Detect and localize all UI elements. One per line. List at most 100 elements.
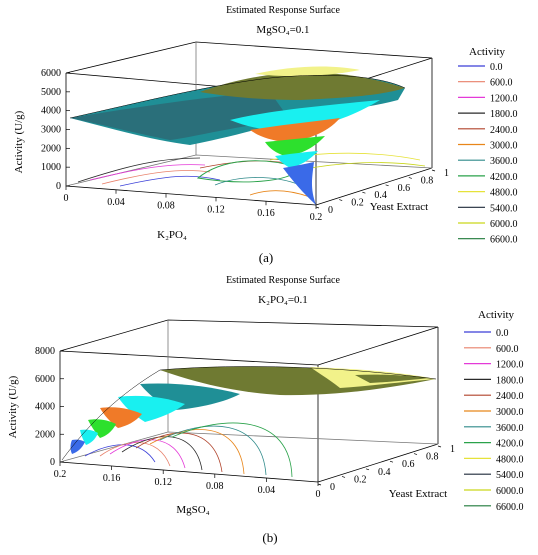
z-tick-label: 1000	[41, 162, 61, 173]
surface-yellow-top	[255, 66, 360, 77]
x-tick-label: 0.2	[310, 212, 323, 223]
legend-label: 3600.0	[490, 156, 518, 167]
contour-1800	[77, 157, 201, 183]
contour-3600	[159, 425, 267, 476]
contour-3000	[249, 190, 311, 198]
contour-4200	[171, 422, 293, 478]
chart-subtitle: K₂PO₄=0.1	[258, 294, 308, 306]
z-axis-ticks: 0 2000 4000 6000 8000	[35, 346, 64, 468]
caption: (a)	[259, 250, 273, 265]
z-tick-label: 4000	[35, 402, 55, 413]
z-axis-label: Activity (U/g)	[13, 110, 25, 173]
surface-green	[88, 419, 116, 438]
surface-edge-line	[69, 75, 406, 119]
y-axis-ticks: 0 0.2 0.4 0.6 0.8 1	[317, 444, 455, 493]
x-tick-label: 0.04	[258, 485, 276, 496]
x-tick-label: 0.16	[257, 208, 275, 219]
response-surface-chart-a: Estimated Response Surface MgSO₄=0.1	[13, 5, 518, 265]
x-tick-label: 0.08	[206, 481, 224, 492]
y-tick-label: 0.6	[402, 459, 415, 470]
surface-blue-tip	[283, 162, 316, 205]
x-tick-label: 0.2	[54, 469, 67, 480]
legend-label: 4200.0	[490, 172, 518, 183]
z-tick-label: 8000	[35, 346, 55, 357]
base-contours	[84, 422, 293, 478]
legend-label: 5400.0	[496, 470, 524, 481]
y-tick-mark	[408, 177, 412, 179]
x-axis-ticks: 0 0.04 0.08 0.12 0.16 0.2	[64, 186, 323, 223]
contour-6000	[299, 162, 426, 171]
x-axis-label: MgSO₄	[176, 504, 209, 516]
legend-label: 6600.0	[496, 502, 524, 513]
surface-cyan-lower	[275, 151, 318, 168]
contour-1200	[109, 439, 186, 469]
surface-olive-top	[200, 72, 405, 100]
legend-label: 600.0	[490, 78, 513, 89]
caption: (b)	[262, 530, 277, 545]
y-tick-mark	[431, 169, 436, 172]
legend-label: 0.0	[490, 62, 503, 73]
x-tick-label: 0.12	[154, 477, 172, 488]
surface-cyan-lower	[80, 429, 98, 445]
legend-label: 6000.0	[490, 219, 518, 230]
x-tick-label: 0.08	[157, 201, 175, 212]
legend-label: 1800.0	[496, 375, 524, 386]
z-tick-label: 3000	[41, 125, 61, 136]
z-tick-label: 2000	[35, 429, 55, 440]
legend-label: 1800.0	[490, 109, 518, 120]
y-tick-label: 0.4	[374, 190, 387, 201]
legend-label: 2400.0	[490, 125, 518, 136]
contour-600	[101, 170, 211, 185]
contour-3000	[149, 429, 245, 475]
surface-orange	[250, 118, 340, 142]
surface-cyan	[118, 395, 185, 422]
y-tick-label: 0.8	[426, 452, 439, 463]
surface-blue	[70, 439, 85, 454]
base-contours	[77, 152, 426, 198]
legend-label: 600.0	[496, 344, 519, 355]
z-axis-ticks: 0 1000 2000 3000 4000 5000 6000	[41, 68, 70, 192]
legend-label: 3000.0	[496, 407, 524, 418]
y-axis-label: Yeast Extract	[389, 488, 447, 500]
legend-label: 1200.0	[490, 93, 518, 104]
y-tick-mark	[339, 199, 343, 201]
legend: Activity 0.0 600.0 1200.0 1800.0 2400.0 3000.…	[458, 46, 518, 246]
surface-olive-right	[355, 374, 430, 383]
contour-1200	[89, 164, 206, 181]
legend-label: 5400.0	[490, 203, 518, 214]
z-tick-label: 0	[50, 457, 55, 468]
contour-0	[84, 444, 156, 463]
x-tick-label: 0.12	[207, 204, 225, 215]
legend-label: 0.0	[496, 328, 509, 339]
chart-subtitle: MgSO₄=0.1	[256, 24, 309, 36]
contour-2400	[135, 432, 223, 473]
response-surface-chart-b: Estimated Response Surface K₂PO₄=0.1	[7, 275, 524, 545]
y-tick-mark	[362, 191, 366, 194]
surface-cyan	[230, 100, 380, 131]
z-axis-label: Activity (U/g)	[7, 375, 19, 438]
response-surface	[69, 66, 406, 205]
legend-label: 2400.0	[496, 391, 524, 402]
z-tick-label: 6000	[35, 374, 55, 385]
legend-label: 3000.0	[490, 141, 518, 152]
legend: Activity 0.0 600.0 1200.0 1800.0 2400.0 3000.…	[464, 309, 524, 513]
surface-green	[265, 136, 325, 156]
y-tick-mark	[413, 453, 418, 455]
legend-label: 4800.0	[490, 188, 518, 199]
y-tick-label: 0.8	[421, 175, 434, 186]
y-tick-label: 0	[330, 482, 335, 493]
legend-label: 1200.0	[496, 360, 524, 371]
z-tick-label: 5000	[41, 87, 61, 98]
z-tick-label: 2000	[41, 143, 61, 154]
x-tick-label: 0	[64, 193, 69, 204]
legend-label: 6600.0	[490, 235, 518, 246]
y-axis-ticks: 0 0.2 0.4 0.6 0.8 1	[315, 168, 449, 216]
x-axis-label: K₂PO₄	[157, 229, 187, 241]
surface-orange	[100, 407, 142, 428]
surface-edge	[61, 366, 437, 461]
x-axis-ticks: 0.2 0.16 0.12 0.08 0.04 0	[54, 462, 321, 500]
z-tick-label: 0	[56, 181, 61, 192]
y-tick-label: 0.2	[354, 474, 367, 485]
response-surface	[61, 366, 437, 461]
z-tick-label: 6000	[41, 68, 61, 79]
